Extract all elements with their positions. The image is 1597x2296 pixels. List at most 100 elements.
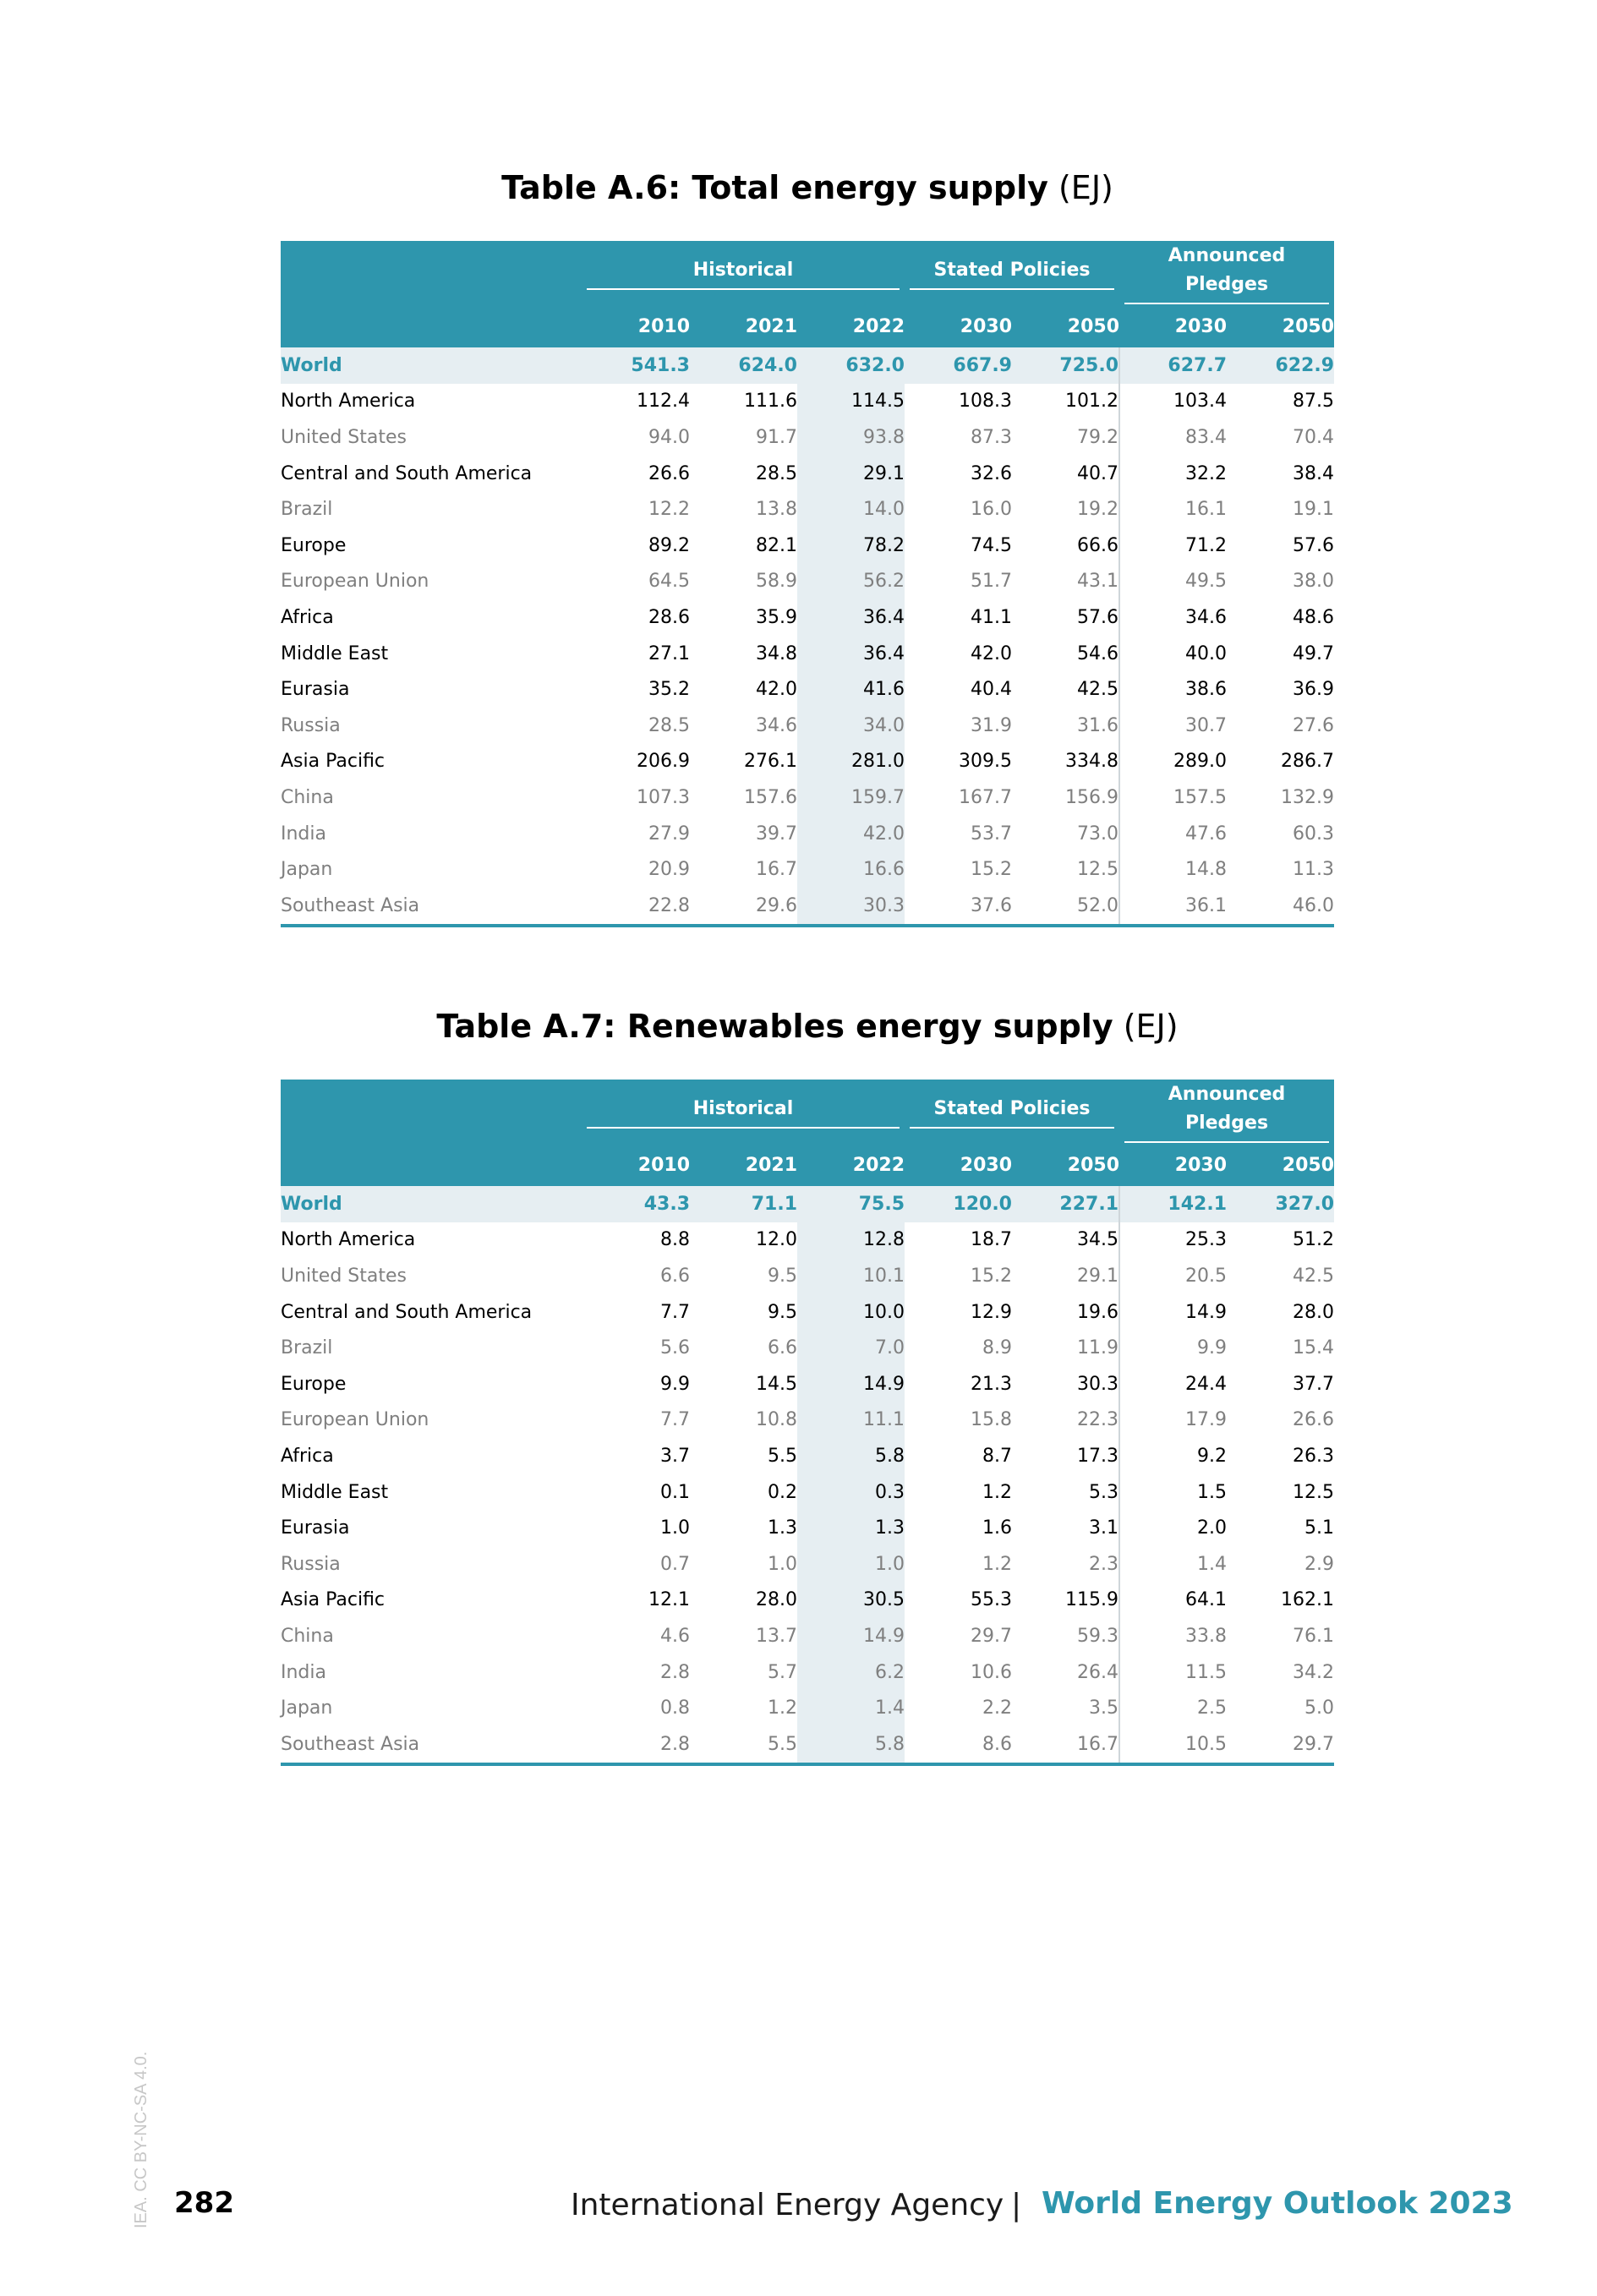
value-cell: 20.5: [1118, 1258, 1228, 1294]
table-row: Eurasia 1.0 1.3 1.3 1.6 3.1 2.0 5.1: [281, 1510, 1334, 1546]
value-cell: 12.2: [648, 499, 690, 521]
value-cell: 120.0: [905, 1186, 1012, 1222]
year-header: 2010: [582, 305, 690, 347]
value-cell: 52.0: [1012, 887, 1120, 927]
table-row: North America 112.4 111.6 114.5 108.3 101.2 10…: [281, 383, 1334, 420]
value-cell: 5.3: [1089, 1481, 1119, 1503]
value-cell: 38.6: [1118, 671, 1228, 708]
table-row: Russia 28.5 34.6 34.0 31.9 31.6 30.7 27.6: [281, 707, 1335, 744]
value-cell: 5.7: [768, 1661, 797, 1683]
value-cell: 107.3: [637, 786, 690, 808]
value-cell: 28.5: [756, 462, 797, 484]
value-cell: 0.8: [660, 1697, 690, 1719]
table-row: Japan 20.9 16.7 16.6 15.2 12.5 14.8 11.3: [281, 851, 1334, 888]
value-cell: 40.7: [1077, 462, 1119, 484]
header-blank: [281, 305, 582, 347]
value-cell: 22.3: [1077, 1409, 1119, 1431]
row-label: Russia: [281, 1553, 341, 1575]
value-cell: 26.6: [648, 462, 690, 484]
value-cell: 21.3: [971, 1373, 1012, 1395]
value-cell: 29.7: [1227, 1725, 1335, 1766]
value-cell: 78.2: [797, 527, 905, 564]
page-number: 282: [174, 2186, 234, 2220]
value-cell: 28.6: [648, 606, 690, 628]
year-header: 2022: [797, 305, 905, 347]
value-cell: 82.1: [756, 534, 797, 556]
row-label: United States: [281, 1265, 407, 1287]
value-cell: 1.4: [1118, 1545, 1228, 1583]
value-cell: 27.1: [648, 642, 690, 664]
value-cell: 59.3: [1077, 1625, 1119, 1647]
value-cell: 1.2: [982, 1481, 1012, 1503]
value-cell: 2.9: [1304, 1553, 1335, 1575]
row-label: Europe: [281, 534, 347, 556]
value-cell: 41.6: [797, 671, 905, 708]
value-cell: 12.5: [1077, 859, 1119, 881]
value-cell: 39.7: [756, 823, 797, 845]
row-label: Brazil: [281, 499, 333, 521]
value-cell: 0.7: [660, 1553, 690, 1575]
value-cell: 1.4: [797, 1690, 905, 1726]
value-cell: 14.9: [797, 1365, 905, 1402]
value-cell: 159.7: [797, 779, 905, 816]
table-row: North America 8.8 12.0 12.8 18.7 34.5 25.3 51.2: [281, 1222, 1334, 1259]
value-cell: 9.5: [768, 1301, 797, 1323]
year-header: 2050: [1012, 1144, 1120, 1186]
group-label-historical: Historical: [587, 256, 900, 290]
row-label: Japan: [281, 859, 333, 881]
group-label-historical: Historical: [587, 1095, 900, 1129]
value-cell: 13.7: [756, 1625, 797, 1647]
value-cell: 10.8: [756, 1409, 797, 1431]
page-footer: 282 International Energy Agency | World …: [0, 2181, 1597, 2232]
value-cell: 9.2: [1118, 1438, 1228, 1474]
group-label-announced-pledges: Announced Pledges: [1124, 1080, 1330, 1143]
value-cell: 5.0: [1304, 1697, 1335, 1719]
value-cell: 157.5: [1118, 779, 1228, 816]
row-label: Japan: [281, 1697, 333, 1719]
value-cell: 7.7: [660, 1301, 690, 1323]
header-blank: [281, 1144, 582, 1186]
value-cell: 73.0: [1077, 823, 1119, 845]
value-cell: 632.0: [797, 347, 905, 384]
value-cell: 541.3: [582, 347, 690, 384]
value-cell: 31.9: [971, 714, 1012, 736]
value-cell: 64.1: [1118, 1582, 1228, 1619]
value-cell: 132.9: [1281, 786, 1335, 808]
value-cell: 48.6: [1293, 606, 1335, 628]
group-header: Stated Policies: [905, 1080, 1120, 1144]
value-cell: 94.0: [648, 426, 690, 448]
value-cell: 66.6: [1077, 534, 1119, 556]
table-row: Asia Pacific 206.9 276.1 281.0 309.5 334.8 289…: [281, 743, 1334, 780]
table-title-main: Table A.7: Renewables energy supply: [436, 1008, 1113, 1045]
value-cell: 9.9: [660, 1373, 690, 1395]
value-cell: 627.7: [1118, 347, 1228, 384]
value-cell: 30.3: [797, 887, 905, 927]
value-cell: 0.1: [660, 1481, 690, 1503]
table-title-unit: (EJ): [1123, 1008, 1179, 1045]
value-cell: 51.7: [971, 571, 1012, 593]
value-cell: 27.6: [1293, 714, 1335, 736]
value-cell: 1.3: [797, 1510, 905, 1546]
value-cell: 157.6: [744, 786, 797, 808]
table-row: Brazil 12.2 13.8 14.0 16.0 19.2 16.1 19.1: [281, 491, 1334, 528]
value-cell: 327.0: [1227, 1186, 1335, 1222]
year-header-row: 2010 2021 2022 2030 2050 2030 2050: [281, 1144, 1335, 1186]
value-cell: 115.9: [1065, 1589, 1119, 1611]
value-cell: 8.9: [982, 1337, 1012, 1359]
table-row: Southeast Asia 22.8 29.6 30.3 37.6 52.0 36.1 46…: [281, 887, 1335, 927]
value-cell: 2.3: [1089, 1553, 1119, 1575]
value-cell: 162.1: [1281, 1589, 1335, 1611]
value-cell: 58.9: [756, 571, 797, 593]
value-cell: 49.5: [1118, 563, 1228, 600]
table-row: Middle East 27.1 34.8 36.4 42.0 54.6 40.0 49.7: [281, 635, 1334, 672]
value-cell: 42.0: [797, 815, 905, 852]
row-label: World: [281, 347, 582, 384]
value-cell: 3.1: [1089, 1517, 1119, 1539]
value-cell: 87.3: [971, 426, 1012, 448]
table-row: Europe 89.2 82.1 78.2 74.5 66.6 71.2 57.6: [281, 527, 1334, 564]
value-cell: 15.2: [971, 1265, 1012, 1287]
value-cell: 30.5: [797, 1582, 905, 1619]
value-cell: 76.1: [1293, 1625, 1335, 1647]
value-cell: 22.8: [582, 887, 690, 927]
value-cell: 7.0: [797, 1330, 905, 1366]
